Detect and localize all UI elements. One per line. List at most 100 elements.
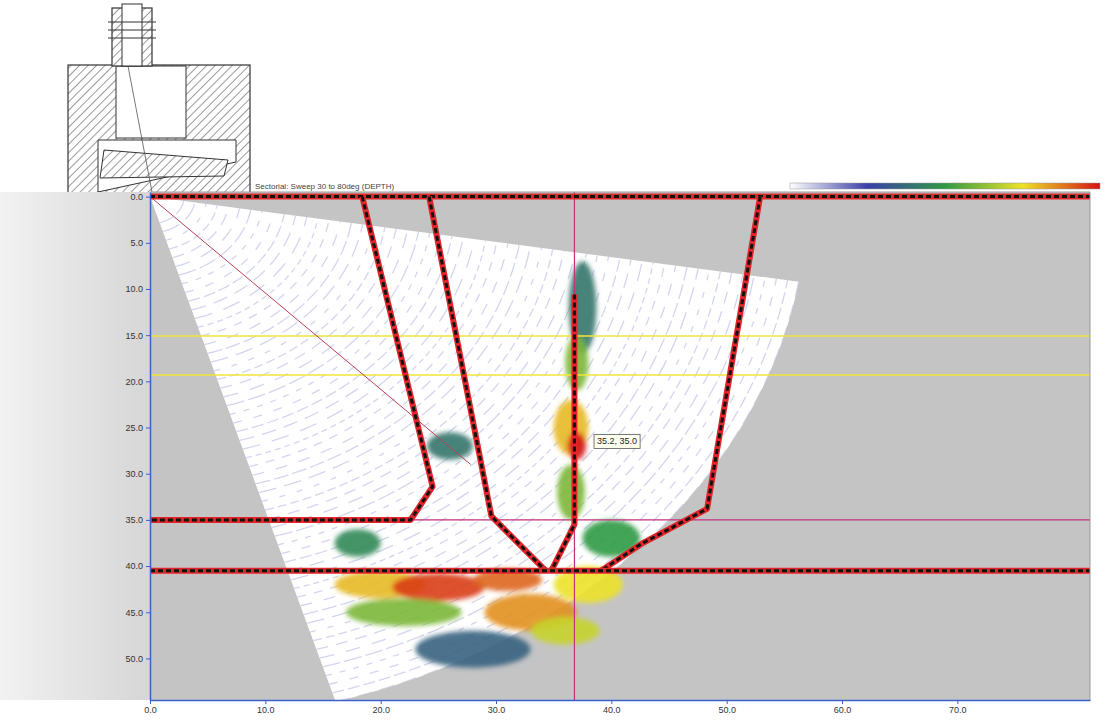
y-tick: 20.0	[125, 377, 150, 387]
x-tick: 50.0	[718, 700, 736, 715]
y-tick-label: 40.0	[125, 561, 143, 571]
x-tick-label: 40.0	[603, 705, 621, 715]
probe-thread	[108, 38, 156, 39]
sector	[150, 197, 799, 700]
texture-arc	[198, 219, 318, 328]
x-tick-label: 30.0	[488, 705, 506, 715]
chart: 0.05.010.015.020.025.030.035.040.045.050…	[0, 0, 1105, 726]
y-axis: 0.05.010.015.020.025.030.035.040.045.050…	[125, 192, 150, 701]
indication	[346, 598, 461, 626]
y-tick-label: 30.0	[125, 469, 143, 479]
annotation: 35.2, 35.0	[594, 434, 640, 448]
texture-arc	[320, 274, 743, 658]
probe-cavity	[116, 66, 186, 138]
texture-arc	[166, 204, 206, 240]
x-tick-mark	[842, 700, 843, 704]
x-tick-label: 60.0	[834, 705, 852, 715]
indication	[415, 631, 530, 668]
weld-line-dash	[150, 569, 1090, 572]
texture	[160, 201, 822, 700]
indications	[335, 261, 641, 667]
x-tick-mark	[150, 700, 151, 704]
texture-arc	[169, 205, 217, 248]
y-tick: 25.0	[125, 423, 150, 433]
y-tick-label: 50.0	[125, 654, 143, 664]
texture-arc	[236, 236, 452, 432]
x-tick-mark	[957, 700, 958, 704]
y-tick-mark	[146, 658, 150, 659]
y-tick: 40.0	[125, 561, 150, 571]
texture-arc	[313, 271, 720, 640]
weld-line-dash	[150, 195, 1090, 198]
gate-line	[150, 374, 1090, 376]
y-tick-label: 10.0	[125, 284, 143, 294]
probe-wedge-cavity	[98, 140, 236, 192]
texture-arc	[246, 241, 486, 458]
y-tick-label: 5.0	[130, 238, 143, 248]
texture-arc	[323, 276, 754, 667]
y-tick-mark	[146, 289, 150, 290]
x-tick: 10.0	[257, 700, 275, 715]
y-tick: 30.0	[125, 469, 150, 479]
texture-arc	[163, 202, 195, 231]
x-tick-mark	[496, 700, 497, 704]
y-tick: 10.0	[125, 284, 150, 294]
y-tick-mark	[146, 474, 150, 475]
texture-arc	[259, 246, 531, 492]
y-tick-label: 15.0	[125, 331, 143, 341]
gate-line	[150, 335, 1090, 337]
x-tick-mark	[611, 700, 612, 704]
weld-line	[150, 194, 1090, 200]
probe-housing	[68, 65, 250, 195]
y-tick: 0.0	[130, 192, 150, 202]
texture-arc	[179, 210, 251, 275]
indication	[557, 464, 585, 519]
weld-line-dash	[429, 197, 545, 571]
y-tick-mark	[146, 243, 150, 244]
probe-crystal	[100, 150, 228, 178]
x-tick: 0.0	[144, 700, 157, 715]
x-axis: 0.010.020.030.040.050.060.070.0	[144, 700, 1090, 715]
x-axis-line	[151, 700, 1091, 702]
probe-thread	[108, 22, 156, 23]
x-tick: 40.0	[603, 700, 621, 715]
texture-arc	[243, 239, 475, 449]
y-tick-label: 20.0	[125, 377, 143, 387]
title: Sectorial: Sweep 30 to 80deg (DEPTH)	[255, 182, 395, 191]
x-tick: 70.0	[949, 700, 967, 715]
y-tick-mark	[146, 520, 150, 521]
indication	[531, 617, 600, 645]
y-tick-mark	[146, 566, 150, 567]
y-tick-mark	[146, 335, 150, 336]
probe	[68, 4, 250, 195]
probe-thread	[108, 30, 156, 31]
indication	[392, 573, 484, 601]
x-tick-mark	[727, 700, 728, 704]
y-tick-mark	[146, 381, 150, 382]
texture-arc	[201, 220, 329, 336]
texture-arc	[172, 207, 228, 258]
y-tick-mark	[146, 612, 150, 613]
annotation-box	[594, 434, 640, 448]
weld-line	[429, 197, 545, 571]
indication	[427, 432, 473, 460]
texture-arc	[188, 214, 284, 301]
weld-line	[150, 197, 433, 520]
weld-line-dash	[601, 197, 760, 571]
texture-arc	[332, 280, 787, 693]
y-tick-mark	[146, 428, 150, 429]
annotation-text: 35.2, 35.0	[597, 436, 637, 446]
texture-arc	[316, 273, 731, 650]
probe-ray	[128, 66, 152, 192]
texture-arc	[182, 211, 262, 283]
y-tick: 35.0	[125, 515, 150, 525]
texture-arc	[310, 270, 709, 632]
x-tick-label: 50.0	[718, 705, 736, 715]
texture-arc	[326, 277, 765, 675]
color-bar	[790, 183, 1100, 189]
plot-frame-top	[150, 192, 1090, 193]
y-tick: 50.0	[125, 654, 150, 664]
texture-arc	[240, 238, 464, 441]
texture-arc	[176, 208, 240, 266]
x-tick-label: 70.0	[949, 705, 967, 715]
